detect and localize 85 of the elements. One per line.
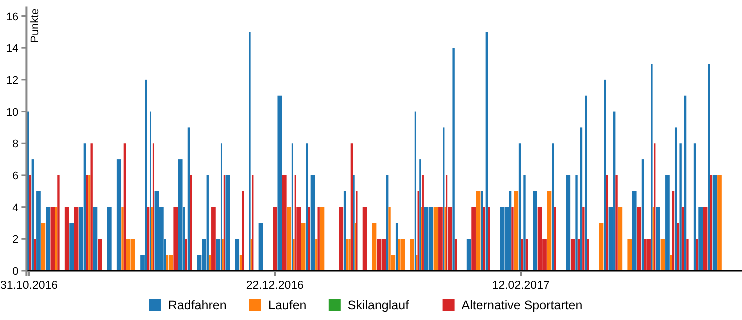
bar: [88, 175, 91, 271]
bar: [666, 175, 670, 271]
y-tick-label: 8: [12, 138, 19, 151]
x-tick-label: 12.02.2017: [492, 280, 550, 292]
bar: [576, 175, 578, 271]
bar: [552, 144, 554, 271]
bar: [580, 128, 583, 271]
bar: [686, 239, 689, 271]
bar: [346, 239, 348, 271]
bar: [526, 239, 528, 271]
bar: [188, 128, 190, 271]
legend-label: Alternative Sportarten: [462, 298, 583, 312]
bar: [682, 207, 684, 271]
bar: [616, 175, 618, 271]
bar: [348, 239, 351, 271]
bar: [124, 144, 126, 271]
y-tick-label: 4: [12, 202, 19, 214]
bar: [147, 207, 150, 271]
bar: [316, 239, 318, 271]
y-tick-label: 16: [6, 11, 19, 24]
bar: [32, 160, 34, 271]
bar: [585, 96, 588, 271]
bar: [696, 239, 698, 271]
bar: [483, 207, 486, 271]
bar: [486, 32, 488, 271]
bar: [512, 207, 514, 271]
bar: [488, 207, 490, 271]
bar: [656, 207, 660, 271]
bar: [55, 207, 58, 271]
bar: [698, 207, 703, 271]
y-tick-label: 12: [6, 74, 19, 87]
y-tick-label: 0: [12, 266, 19, 278]
y-tick-label: 6: [12, 170, 19, 182]
bar: [578, 239, 580, 271]
x-tick-label: 31.10.2016: [0, 280, 58, 292]
bar: [684, 96, 687, 271]
bar: [452, 48, 455, 271]
bar: [90, 144, 93, 271]
bar: [306, 144, 308, 271]
bar: [344, 191, 346, 271]
bar: [642, 160, 644, 271]
bar: [718, 175, 722, 271]
bar: [308, 207, 310, 271]
y-tick-label: 14: [6, 43, 19, 56]
bar: [606, 175, 608, 271]
bar: [604, 80, 606, 271]
y-tick-label: 2: [12, 234, 19, 246]
bar: [554, 207, 556, 271]
bar: [518, 144, 522, 271]
y-tick-label: 10: [6, 106, 19, 119]
bar: [190, 175, 192, 271]
bar: [674, 128, 678, 271]
bar: [34, 239, 36, 271]
bar: [185, 239, 188, 271]
bar: [70, 223, 74, 271]
bar: [350, 144, 354, 271]
bar: [672, 191, 675, 271]
y-axis-title: Punkte: [30, 8, 42, 43]
bar: [694, 144, 696, 271]
bar: [36, 191, 41, 271]
bar: [122, 207, 124, 271]
bar: [587, 239, 590, 271]
bar: [318, 207, 320, 271]
bar: [533, 191, 538, 271]
bar: [710, 175, 712, 271]
bar: [582, 207, 585, 271]
legend-label: Laufen: [268, 298, 307, 312]
x-tick-label: 22.12.2016: [246, 280, 304, 292]
bar: [242, 191, 244, 271]
legend-label: Skilanglauf: [348, 298, 410, 312]
bar: [481, 191, 484, 271]
bar: [386, 175, 389, 271]
legend-label: Radfahren: [168, 298, 227, 312]
bar: [677, 223, 680, 271]
bar: [29, 175, 32, 271]
bar: [27, 112, 30, 271]
bar: [680, 144, 682, 271]
bar: [396, 223, 398, 271]
bar: [86, 175, 88, 271]
bar: [521, 239, 524, 271]
bar: [58, 175, 60, 271]
bar: [454, 239, 458, 271]
bar: [524, 175, 526, 271]
bar: [708, 64, 710, 271]
bar: [46, 207, 50, 271]
